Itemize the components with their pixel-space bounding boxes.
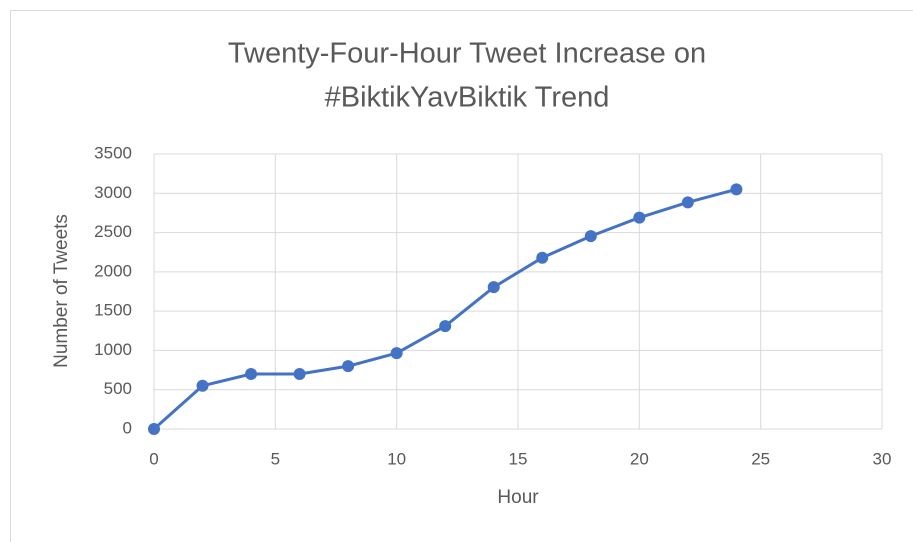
y-tick-label: 1500 xyxy=(94,301,132,320)
y-tick-label: 0 xyxy=(123,418,132,437)
data-point xyxy=(536,251,549,264)
chart-title: #BiktikYavBiktik Trend xyxy=(325,82,610,114)
y-tick-label: 2000 xyxy=(94,261,132,280)
y-tick-label: 1000 xyxy=(94,340,132,359)
x-tick-label: 15 xyxy=(509,449,528,468)
y-tick-label: 3000 xyxy=(94,183,132,202)
data-point xyxy=(245,368,258,380)
data-point xyxy=(439,320,452,333)
y-tick-label: 500 xyxy=(104,379,132,398)
chart-frame xyxy=(10,10,913,542)
x-tick-label: 25 xyxy=(751,449,770,468)
x-tick-label: 5 xyxy=(271,449,280,468)
data-point xyxy=(148,423,160,435)
chart-title: Twenty-Four-Hour Tweet Increase on xyxy=(228,38,706,70)
data-point xyxy=(196,379,209,392)
x-tick-label: 20 xyxy=(630,449,649,468)
data-point xyxy=(633,211,646,224)
y-tick-label: 2500 xyxy=(94,222,132,241)
x-axis-title: Hour xyxy=(497,487,539,508)
x-tick-label: 10 xyxy=(387,449,406,468)
data-point xyxy=(342,360,355,373)
data-point xyxy=(293,368,306,380)
x-tick-label: 30 xyxy=(873,449,892,468)
data-point xyxy=(390,347,403,360)
y-axis-title: Number of Tweets xyxy=(51,214,72,368)
data-point xyxy=(730,183,743,196)
data-point xyxy=(681,196,694,209)
data-point xyxy=(584,230,597,243)
data-point xyxy=(487,281,500,294)
x-tick-label: 0 xyxy=(149,449,158,468)
y-tick-label: 3500 xyxy=(94,143,132,162)
